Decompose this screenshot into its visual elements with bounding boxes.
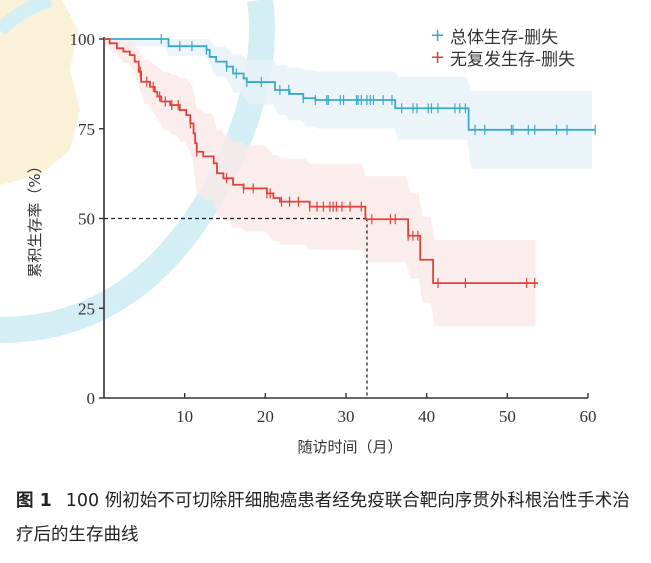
survival-curve-rfs	[104, 38, 538, 285]
map-background-shape	[0, 0, 80, 185]
watermark-arc-outer	[0, 0, 53, 36]
confidence-band-rfs	[104, 39, 536, 327]
x-tick-label: 10	[176, 407, 193, 426]
legend-marker-rfs: +	[430, 47, 445, 68]
caption-label: 图 1	[16, 491, 52, 511]
x-tick-label: 30	[338, 407, 355, 426]
y-tick-label: 75	[78, 120, 95, 139]
y-tick-label: 0	[87, 389, 96, 408]
x-axis-label: 随访时间（月）	[297, 438, 402, 456]
legend: + 总体生存-删失 + 无复发生存-删失	[430, 25, 575, 70]
legend-label-os: 总体生存-删失	[450, 28, 558, 48]
x-tick-label: 50	[499, 407, 516, 426]
y-tick-label: 100	[70, 30, 96, 49]
y-axis-label: 累积生存率（%）	[26, 158, 44, 277]
legend-item-rfs: + 无复发生存-删失	[430, 47, 575, 70]
survival-chart: 0 25 50 75 100 10 20 30 40 50 60 + 总体生存-删失 + 无复发生存…	[0, 0, 597, 456]
figure-caption: 图 1 100 例初始不可切除肝细胞癌患者经免疫联合靶向序贯外科根治性手术治疗后的…	[16, 484, 636, 552]
legend-item-os: + 总体生存-删失	[430, 25, 558, 48]
confidence-band-os	[104, 39, 593, 169]
legend-label-rfs: 无复发生存-删失	[450, 50, 575, 70]
y-tick-label: 25	[78, 299, 95, 318]
legend-marker-os: +	[430, 25, 445, 46]
y-tick-label: 50	[78, 210, 95, 229]
x-tick-label: 40	[418, 407, 435, 426]
x-tick-label: 20	[257, 407, 274, 426]
x-tick-label: 60	[580, 407, 597, 426]
caption-text: 100 例初始不可切除肝细胞癌患者经免疫联合靶向序贯外科根治性手术治疗后的生存曲…	[16, 491, 630, 545]
